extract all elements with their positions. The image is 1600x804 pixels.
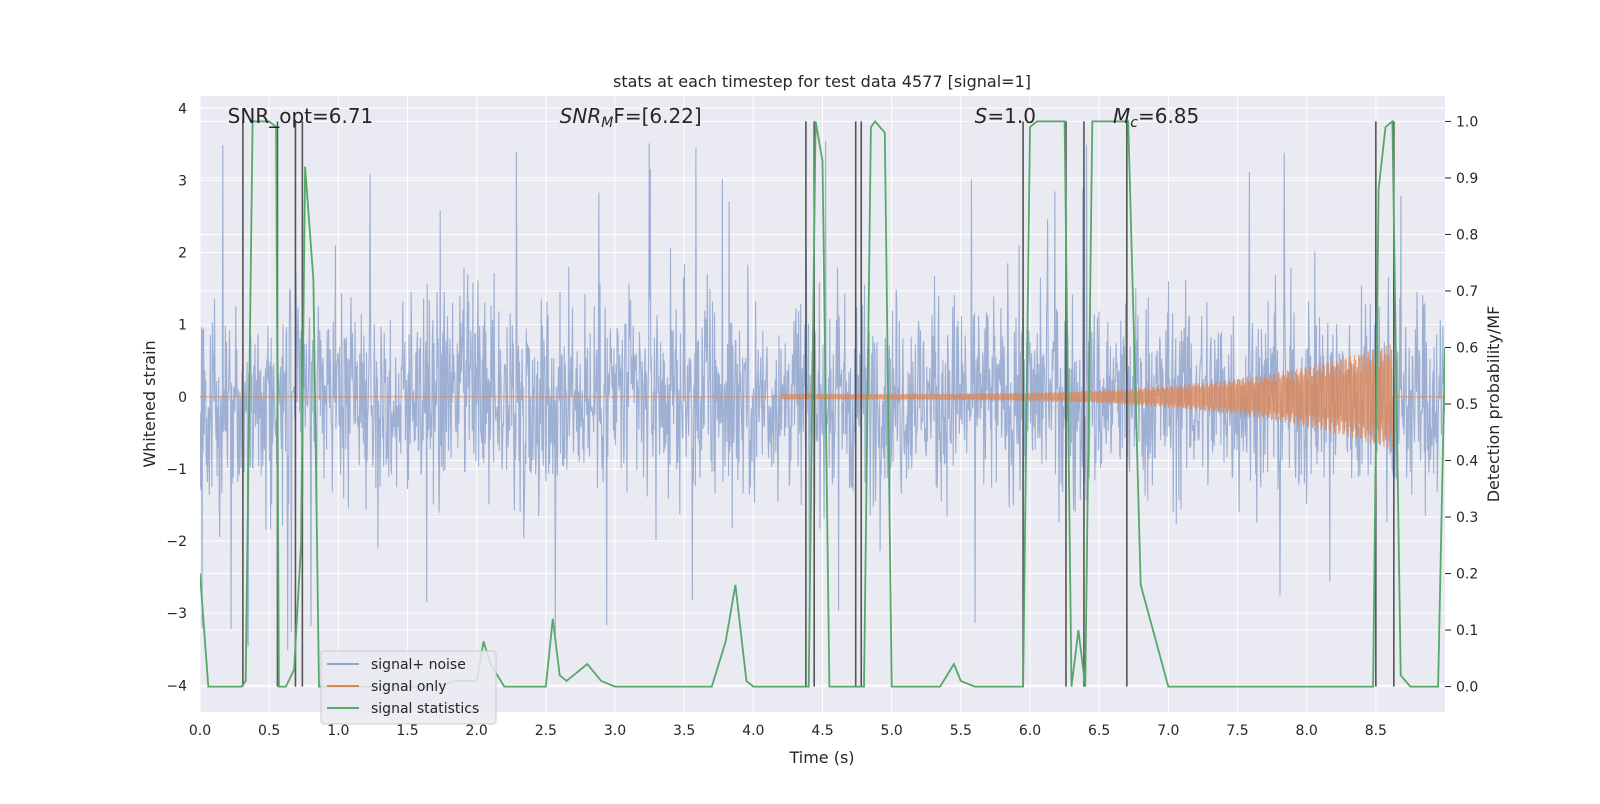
x-tick-label: 0.0 [189, 723, 211, 739]
legend-label-signal-statistics: signal statistics [371, 701, 479, 717]
x-tick-label: 1.5 [396, 723, 418, 739]
x-tick-label: 6.5 [1088, 723, 1110, 739]
x-tick-label: 8.5 [1365, 723, 1387, 739]
annotation-text: Mc=6.85 [1113, 104, 1199, 131]
y-right-tick-label: 0.4 [1456, 454, 1478, 470]
y-right-tick-label: 0.5 [1456, 397, 1478, 413]
y-right-tick-label: 0.9 [1456, 171, 1478, 187]
y-axis-label: Whitened strain [140, 340, 159, 467]
annotation-part: M [1113, 104, 1130, 128]
x-tick-label: 3.0 [604, 723, 626, 739]
x-tick-label: 0.5 [258, 723, 280, 739]
y-axis-right-label: Detection probability/MF [1484, 306, 1503, 503]
x-tick-label: 1.0 [327, 723, 349, 739]
y-right-tick-label: 0.3 [1456, 510, 1478, 526]
annotation-text: SNR_opt=6.71 [228, 104, 374, 128]
y-tick-label: 3 [178, 173, 187, 189]
x-axis-label: Time (s) [788, 748, 854, 767]
legend-box [320, 650, 497, 725]
annotation-text: SNRMF=[6.22] [560, 104, 702, 131]
legend: signal+ noise signal only signal statist… [320, 650, 497, 725]
x-tick-label: 2.0 [466, 723, 488, 739]
x-tick-label: 7.5 [1226, 723, 1248, 739]
y-tick-label: −1 [166, 462, 187, 478]
y-right-tick-label: 0.0 [1456, 680, 1478, 696]
annotation-part: =1.0 [987, 104, 1036, 128]
x-tick-label: 5.5 [950, 723, 972, 739]
y-tick-label: 0 [178, 390, 187, 406]
signal-only-line [200, 344, 1445, 450]
y-right-tick-label: 0.6 [1456, 340, 1478, 356]
chart-title: stats at each timestep for test data 457… [613, 72, 1031, 91]
annotation-part: S [975, 104, 988, 128]
x-tick-label: 5.0 [881, 723, 903, 739]
legend-label-signal-only: signal only [371, 679, 446, 695]
x-tick-label: 4.5 [811, 723, 833, 739]
x-tick-label: 4.0 [742, 723, 764, 739]
y-tick-label: −3 [166, 606, 187, 622]
annotation-part: SNR [560, 104, 602, 128]
y-axis-ticks: 4 3 2 1 0 −1 −2 −3 −4 [166, 101, 187, 694]
annotation-part: SNR_opt=6.71 [228, 104, 374, 128]
x-tick-label: 3.5 [673, 723, 695, 739]
annotations: SNR_opt=6.71 SNRMF=[6.22] S=1.0 Mc=6.85 [228, 104, 1200, 131]
y-right-tick-label: 1.0 [1456, 114, 1478, 130]
x-tick-label: 8.0 [1296, 723, 1318, 739]
x-axis-ticks: 0.0 0.5 1.0 1.5 2.0 2.5 3.0 3.5 4.0 4.5 5.0 5.5 6.0 6… [189, 723, 1387, 739]
y-right-tick-label: 0.1 [1456, 623, 1478, 639]
y-right-tick-label: 0.8 [1456, 227, 1478, 243]
signal-only-layer [200, 344, 1445, 450]
x-tick-label: 2.5 [535, 723, 557, 739]
y-tick-label: 2 [178, 246, 187, 262]
x-tick-label: 7.0 [1157, 723, 1179, 739]
y-axis-right-ticks: 1.0 0.9 0.8 0.7 0.6 0.5 0.4 0.3 0.2 0.1 0.0 [1445, 114, 1478, 696]
annotation-sub: c [1130, 115, 1138, 131]
y-right-tick-label: 0.2 [1456, 567, 1478, 583]
annotation-sub: M [601, 115, 613, 131]
annotation-part: F=[6.22] [613, 104, 701, 128]
annotation-text: S=1.0 [975, 104, 1036, 128]
legend-label-signal-noise: signal+ noise [371, 657, 466, 673]
y-tick-label: −2 [166, 534, 187, 550]
y-tick-label: 4 [178, 101, 187, 117]
x-tick-label: 6.0 [1019, 723, 1041, 739]
y-tick-label: −4 [166, 678, 187, 694]
annotation-part: =6.85 [1138, 104, 1199, 128]
y-right-tick-label: 0.7 [1456, 284, 1478, 300]
y-tick-label: 1 [178, 318, 187, 334]
